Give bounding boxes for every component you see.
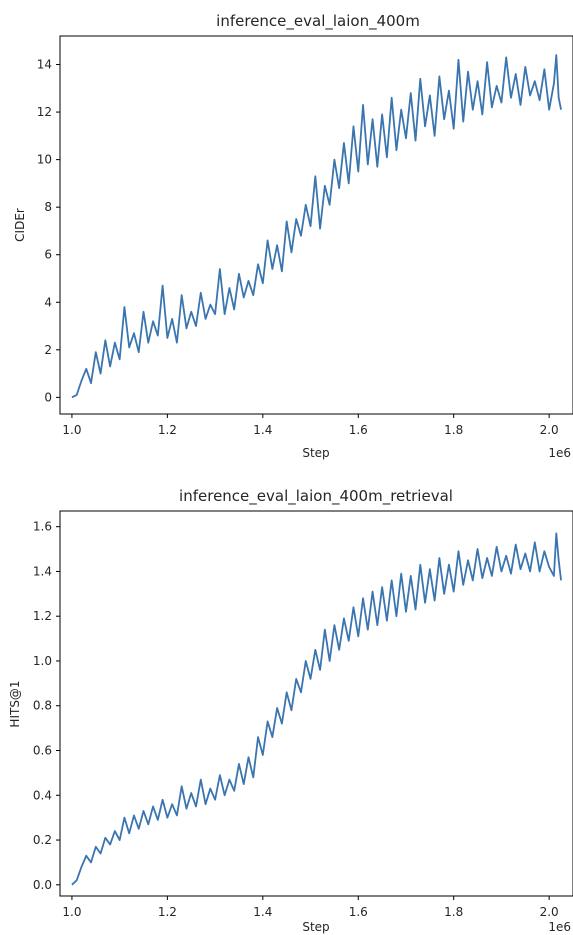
x-axis-label: Step bbox=[302, 446, 329, 460]
y-tick-label: 14 bbox=[37, 58, 52, 72]
y-tick-label: 1.4 bbox=[33, 564, 52, 578]
x-tick-label: 1.0 bbox=[62, 905, 81, 919]
y-tick-label: 1.2 bbox=[33, 609, 52, 623]
y-tick-label: 12 bbox=[37, 105, 52, 119]
y-tick-label: 0.2 bbox=[33, 833, 52, 847]
x-axis-label: Step bbox=[302, 920, 329, 934]
y-tick-label: 0.6 bbox=[33, 744, 52, 758]
y-tick-label: 6 bbox=[44, 248, 52, 262]
y-tick-label: 0.8 bbox=[33, 699, 52, 713]
x-offset-label: 1e6 bbox=[548, 920, 571, 934]
x-tick-label: 1.4 bbox=[253, 905, 272, 919]
chart-title: inference_eval_laion_400m bbox=[216, 12, 420, 31]
y-axis-label: CIDEr bbox=[13, 208, 27, 242]
y-axis-ticks: 0.0 0.2 0.4 0.6 0.8 1.0 1.2 1.4 1.6 bbox=[33, 520, 60, 892]
x-axis-ticks: 1.0 1.2 1.4 1.6 1.8 2.0 bbox=[62, 896, 559, 919]
x-offset-label: 1e6 bbox=[548, 446, 571, 460]
x-tick-label: 1.2 bbox=[158, 905, 177, 919]
hits-chart: inference_eval_laion_400m_retrieval 1.0 1… bbox=[8, 487, 573, 934]
x-tick-label: 2.0 bbox=[540, 905, 559, 919]
y-tick-label: 4 bbox=[44, 295, 52, 309]
x-tick-label: 1.6 bbox=[349, 905, 368, 919]
y-tick-label: 0.4 bbox=[33, 788, 52, 802]
cider-chart: inference_eval_laion_400m 1.0 1.2 1.4 1.6 1.… bbox=[13, 12, 573, 460]
x-tick-label: 1.8 bbox=[444, 905, 463, 919]
cider-series-line bbox=[71, 54, 562, 399]
y-tick-label: 1.0 bbox=[33, 654, 52, 668]
x-tick-label: 1.0 bbox=[62, 423, 81, 437]
y-tick-label: 1.6 bbox=[33, 520, 52, 534]
y-axis-ticks: 0 2 4 6 8 10 12 14 bbox=[37, 58, 60, 404]
plot-frame bbox=[59, 35, 573, 415]
x-tick-label: 1.8 bbox=[444, 423, 463, 437]
y-axis-label: HITS@1 bbox=[8, 680, 22, 727]
hits-series-line bbox=[71, 532, 562, 886]
x-tick-label: 1.4 bbox=[253, 423, 272, 437]
x-tick-label: 1.6 bbox=[349, 423, 368, 437]
x-tick-label: 1.2 bbox=[158, 423, 177, 437]
y-tick-label: 8 bbox=[44, 200, 52, 214]
x-axis-ticks: 1.0 1.2 1.4 1.6 1.8 2.0 bbox=[62, 414, 559, 437]
y-tick-label: 10 bbox=[37, 153, 52, 167]
y-tick-label: 0.0 bbox=[33, 878, 52, 892]
y-tick-label: 0 bbox=[44, 390, 52, 404]
plot-frame bbox=[59, 510, 573, 897]
x-tick-label: 2.0 bbox=[540, 423, 559, 437]
y-tick-label: 2 bbox=[44, 343, 52, 357]
chart-title: inference_eval_laion_400m_retrieval bbox=[179, 487, 453, 506]
